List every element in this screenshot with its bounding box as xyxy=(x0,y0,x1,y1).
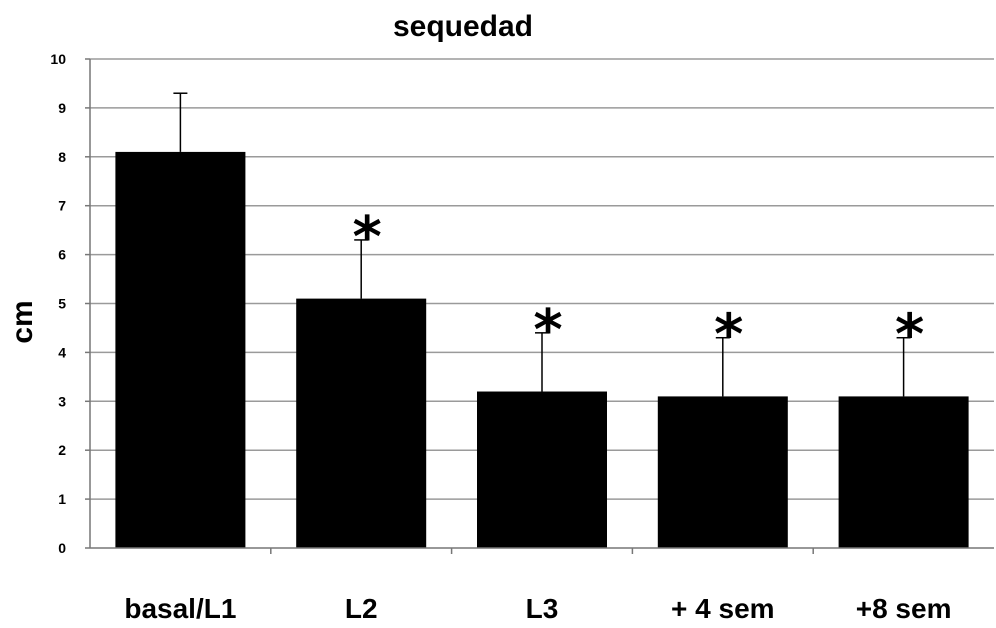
axes xyxy=(89,59,994,554)
y-tick-label: 10 xyxy=(50,51,66,67)
x-tick-label: + 4 sem xyxy=(671,593,775,624)
x-axis-ticks: basal/L1 L2 L3 + 4 sem +8 sem xyxy=(124,593,951,624)
significance-marker: * xyxy=(353,205,382,270)
y-tick-label: 6 xyxy=(58,247,66,263)
significance-marker: * xyxy=(895,303,924,368)
significance-marker: * xyxy=(714,303,743,368)
bar xyxy=(296,298,427,548)
significance-marker: * xyxy=(533,298,562,363)
bar xyxy=(838,396,969,548)
y-tick-label: 8 xyxy=(58,149,66,165)
error-bars xyxy=(173,92,911,397)
y-tick-label: 9 xyxy=(58,100,66,116)
y-tick-label: 2 xyxy=(58,442,66,458)
significance-markers: * * * * xyxy=(353,205,925,368)
bar xyxy=(115,151,246,548)
bars xyxy=(115,151,969,548)
y-axis-ticks: 0 1 2 3 4 5 6 7 8 9 10 xyxy=(50,51,90,556)
y-tick-label: 0 xyxy=(58,540,66,556)
y-axis-label: cm xyxy=(6,300,39,343)
y-tick-label: 3 xyxy=(58,393,66,409)
x-tick-label: +8 sem xyxy=(856,593,952,624)
chart-title: sequedad xyxy=(393,10,533,43)
y-tick-label: 5 xyxy=(58,296,66,312)
y-tick-label: 7 xyxy=(58,198,66,214)
x-tick-label: L2 xyxy=(345,593,378,624)
y-tick-label: 1 xyxy=(58,491,66,507)
x-tick-label: L3 xyxy=(526,593,559,624)
bar xyxy=(477,391,607,548)
y-tick-label: 4 xyxy=(58,344,66,360)
x-tick-label: basal/L1 xyxy=(124,593,236,624)
bar xyxy=(657,396,788,548)
